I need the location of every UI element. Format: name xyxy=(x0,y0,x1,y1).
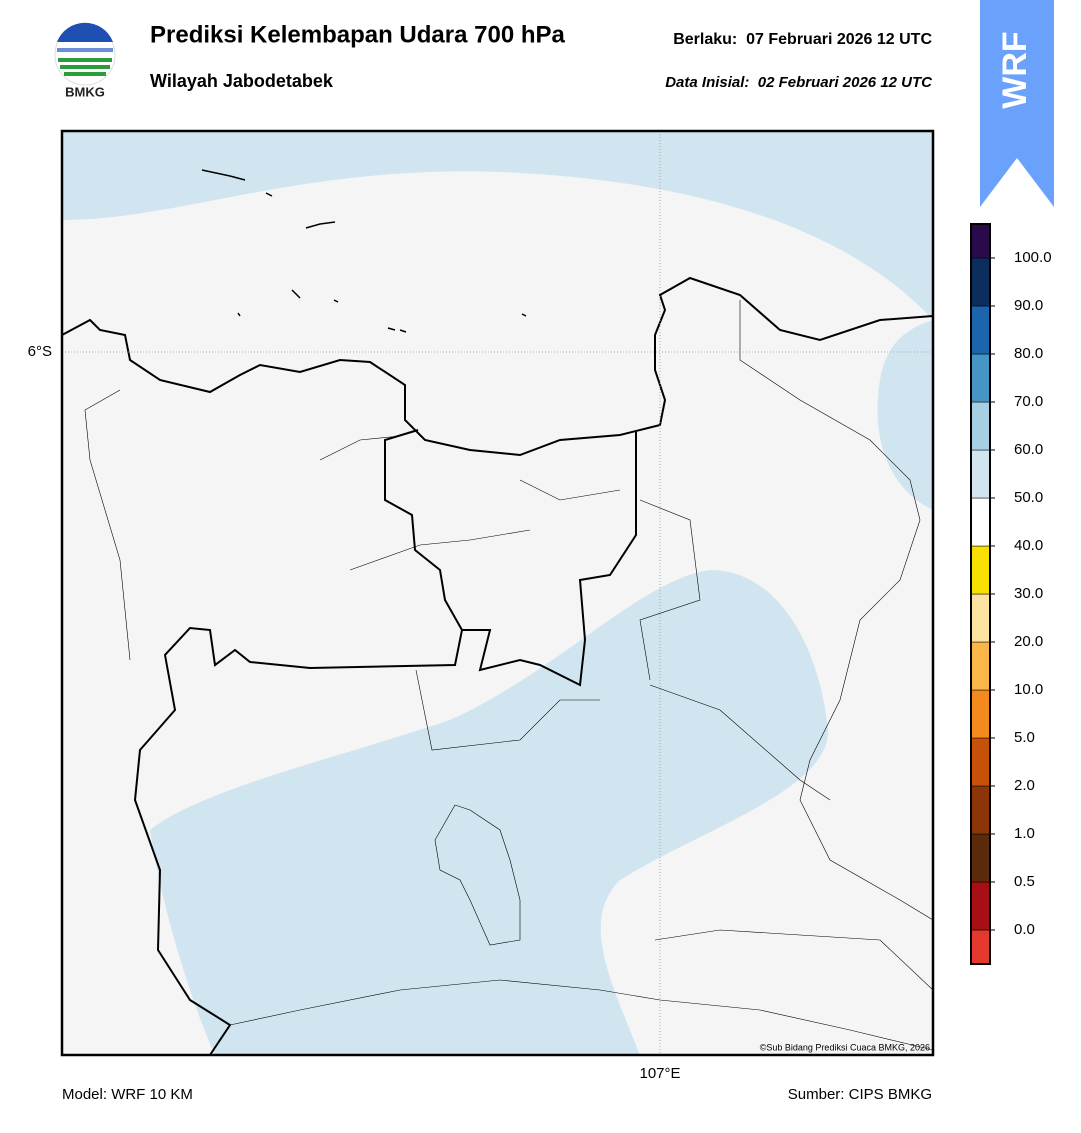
colorbar-label: 5.0 xyxy=(1014,729,1035,746)
badge xyxy=(980,0,1054,207)
province-border xyxy=(133,429,464,1055)
humidity-area xyxy=(150,570,829,1055)
colorbar-segment xyxy=(970,257,991,307)
coastline xyxy=(62,276,933,457)
colorbar-label: 1.0 xyxy=(1014,825,1035,842)
lat-label: 6°S xyxy=(28,343,52,360)
colorbar-label: 80.0 xyxy=(1014,345,1043,362)
humidity-area xyxy=(62,131,933,320)
colorbar-label: 0.0 xyxy=(1014,921,1035,938)
title: Prediksi Kelembapan Udara 700 hPa xyxy=(150,21,566,48)
badge-text: WRF xyxy=(996,31,1034,108)
colorbar-segment xyxy=(970,641,991,691)
colorbar-frame xyxy=(970,223,991,965)
colorbar-label: 30.0 xyxy=(1014,585,1043,602)
colorbar-label: 0.5 xyxy=(1014,873,1035,890)
colorbar-segment xyxy=(970,497,991,547)
colorbar-label: 40.0 xyxy=(1014,537,1043,554)
credit: ©Sub Bidang Prediksi Cuaca BMKG, 2026 xyxy=(760,1042,930,1052)
colorbar-label: 10.0 xyxy=(1014,681,1043,698)
colorbar-segment xyxy=(970,833,991,883)
colorbar-segment xyxy=(970,785,991,835)
islands xyxy=(201,169,527,333)
colorbar-segment xyxy=(970,223,991,259)
lon-label: 107°E xyxy=(639,1065,680,1082)
colorbar-label: 20.0 xyxy=(1014,633,1043,650)
colorbar-label: 90.0 xyxy=(1014,297,1043,314)
init-time: Data Inisial: 02 Februari 2026 12 UTC xyxy=(665,74,933,91)
colorbar-label: 70.0 xyxy=(1014,393,1043,410)
district-border xyxy=(84,300,933,1051)
subtitle: Wilayah Jabodetabek xyxy=(150,71,334,91)
colorbar-segment xyxy=(970,305,991,355)
colorbar-segment xyxy=(970,593,991,643)
footer-source: Sumber: CIPS BMKG xyxy=(788,1086,932,1103)
map-frame xyxy=(60,129,935,1057)
logo-text: BMKG xyxy=(65,84,105,99)
humidity-area xyxy=(877,320,933,510)
colorbar-segment xyxy=(970,545,991,595)
colorbar-label: 100.0 xyxy=(1014,249,1052,266)
valid-time: Berlaku: 07 Februari 2026 12 UTC xyxy=(673,31,932,48)
province-border xyxy=(462,432,637,687)
colorbar-label: 2.0 xyxy=(1014,777,1035,794)
colorbar-segment xyxy=(970,929,991,965)
colorbar-segment xyxy=(970,689,991,739)
colorbar-segment xyxy=(970,449,991,499)
footer-model: Model: WRF 10 KM xyxy=(62,1086,193,1103)
map: ©Sub Bidang Prediksi Cuaca BMKG, 2026 6°… xyxy=(28,129,935,1082)
colorbar-segment xyxy=(970,353,991,403)
colorbar-label: 60.0 xyxy=(1014,441,1043,458)
logo: BMKG xyxy=(54,22,116,99)
colorbar-segment xyxy=(970,737,991,787)
colorbar-label: 50.0 xyxy=(1014,489,1043,506)
colorbar: 0.0 0.5 1.0 2.0 5.0 10.0 20.0 30.0 40.0 50.0 60.0 7… xyxy=(970,223,1052,965)
colorbar-segment xyxy=(970,401,991,451)
colorbar-segment xyxy=(970,881,991,931)
